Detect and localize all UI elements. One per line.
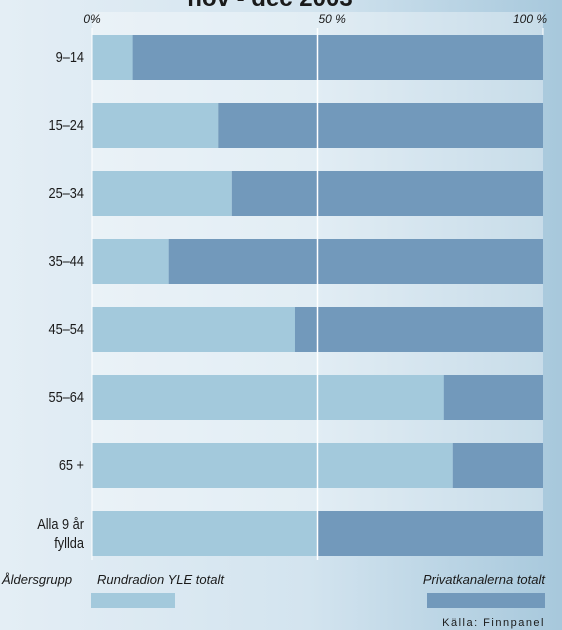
- x-tick-label: 100 %: [513, 12, 547, 26]
- y-tick-label: 15–24: [48, 117, 84, 134]
- bar-segment: [92, 239, 169, 284]
- y-tick-label: 25–34: [48, 185, 84, 202]
- bar-segment: [92, 35, 133, 80]
- bar-segment: [92, 375, 444, 420]
- bar-segment: [92, 307, 295, 352]
- axis-label: Åldersgrupp: [1, 572, 72, 587]
- y-tick-label: 45–54: [48, 321, 84, 338]
- bar-segment: [218, 103, 543, 148]
- y-tick-label: Alla 9 år fyllda: [37, 515, 84, 552]
- y-tick-label: 55–64: [48, 389, 84, 406]
- chart-title: nov - dec 2003: [187, 0, 352, 12]
- bar-segment: [452, 443, 543, 488]
- x-tick-label: 0%: [83, 12, 101, 26]
- y-tick-label: 9–14: [55, 49, 84, 66]
- legend-swatch: [427, 593, 545, 608]
- bar-segment: [92, 171, 232, 216]
- legend-swatch: [91, 593, 175, 608]
- bar-segment: [317, 511, 543, 556]
- y-tick-label: 65 +: [58, 457, 84, 474]
- bar-segment: [294, 307, 543, 352]
- bar-segment: [231, 171, 543, 216]
- row-stripe: [92, 12, 543, 35]
- bar-segment: [92, 511, 318, 556]
- legend-label: Rundradion YLE totalt: [97, 572, 225, 587]
- bar-segment: [132, 35, 543, 80]
- bar-segment: [443, 375, 543, 420]
- source: Källa: Finnpanel: [442, 617, 545, 629]
- x-tick-label: 50 %: [319, 12, 347, 26]
- legend-label: Privatkanalerna totalt: [423, 572, 547, 587]
- bar-segment: [92, 103, 219, 148]
- y-tick-label: 35–44: [48, 253, 84, 270]
- bar-segment: [92, 443, 453, 488]
- bar-segment: [168, 239, 544, 284]
